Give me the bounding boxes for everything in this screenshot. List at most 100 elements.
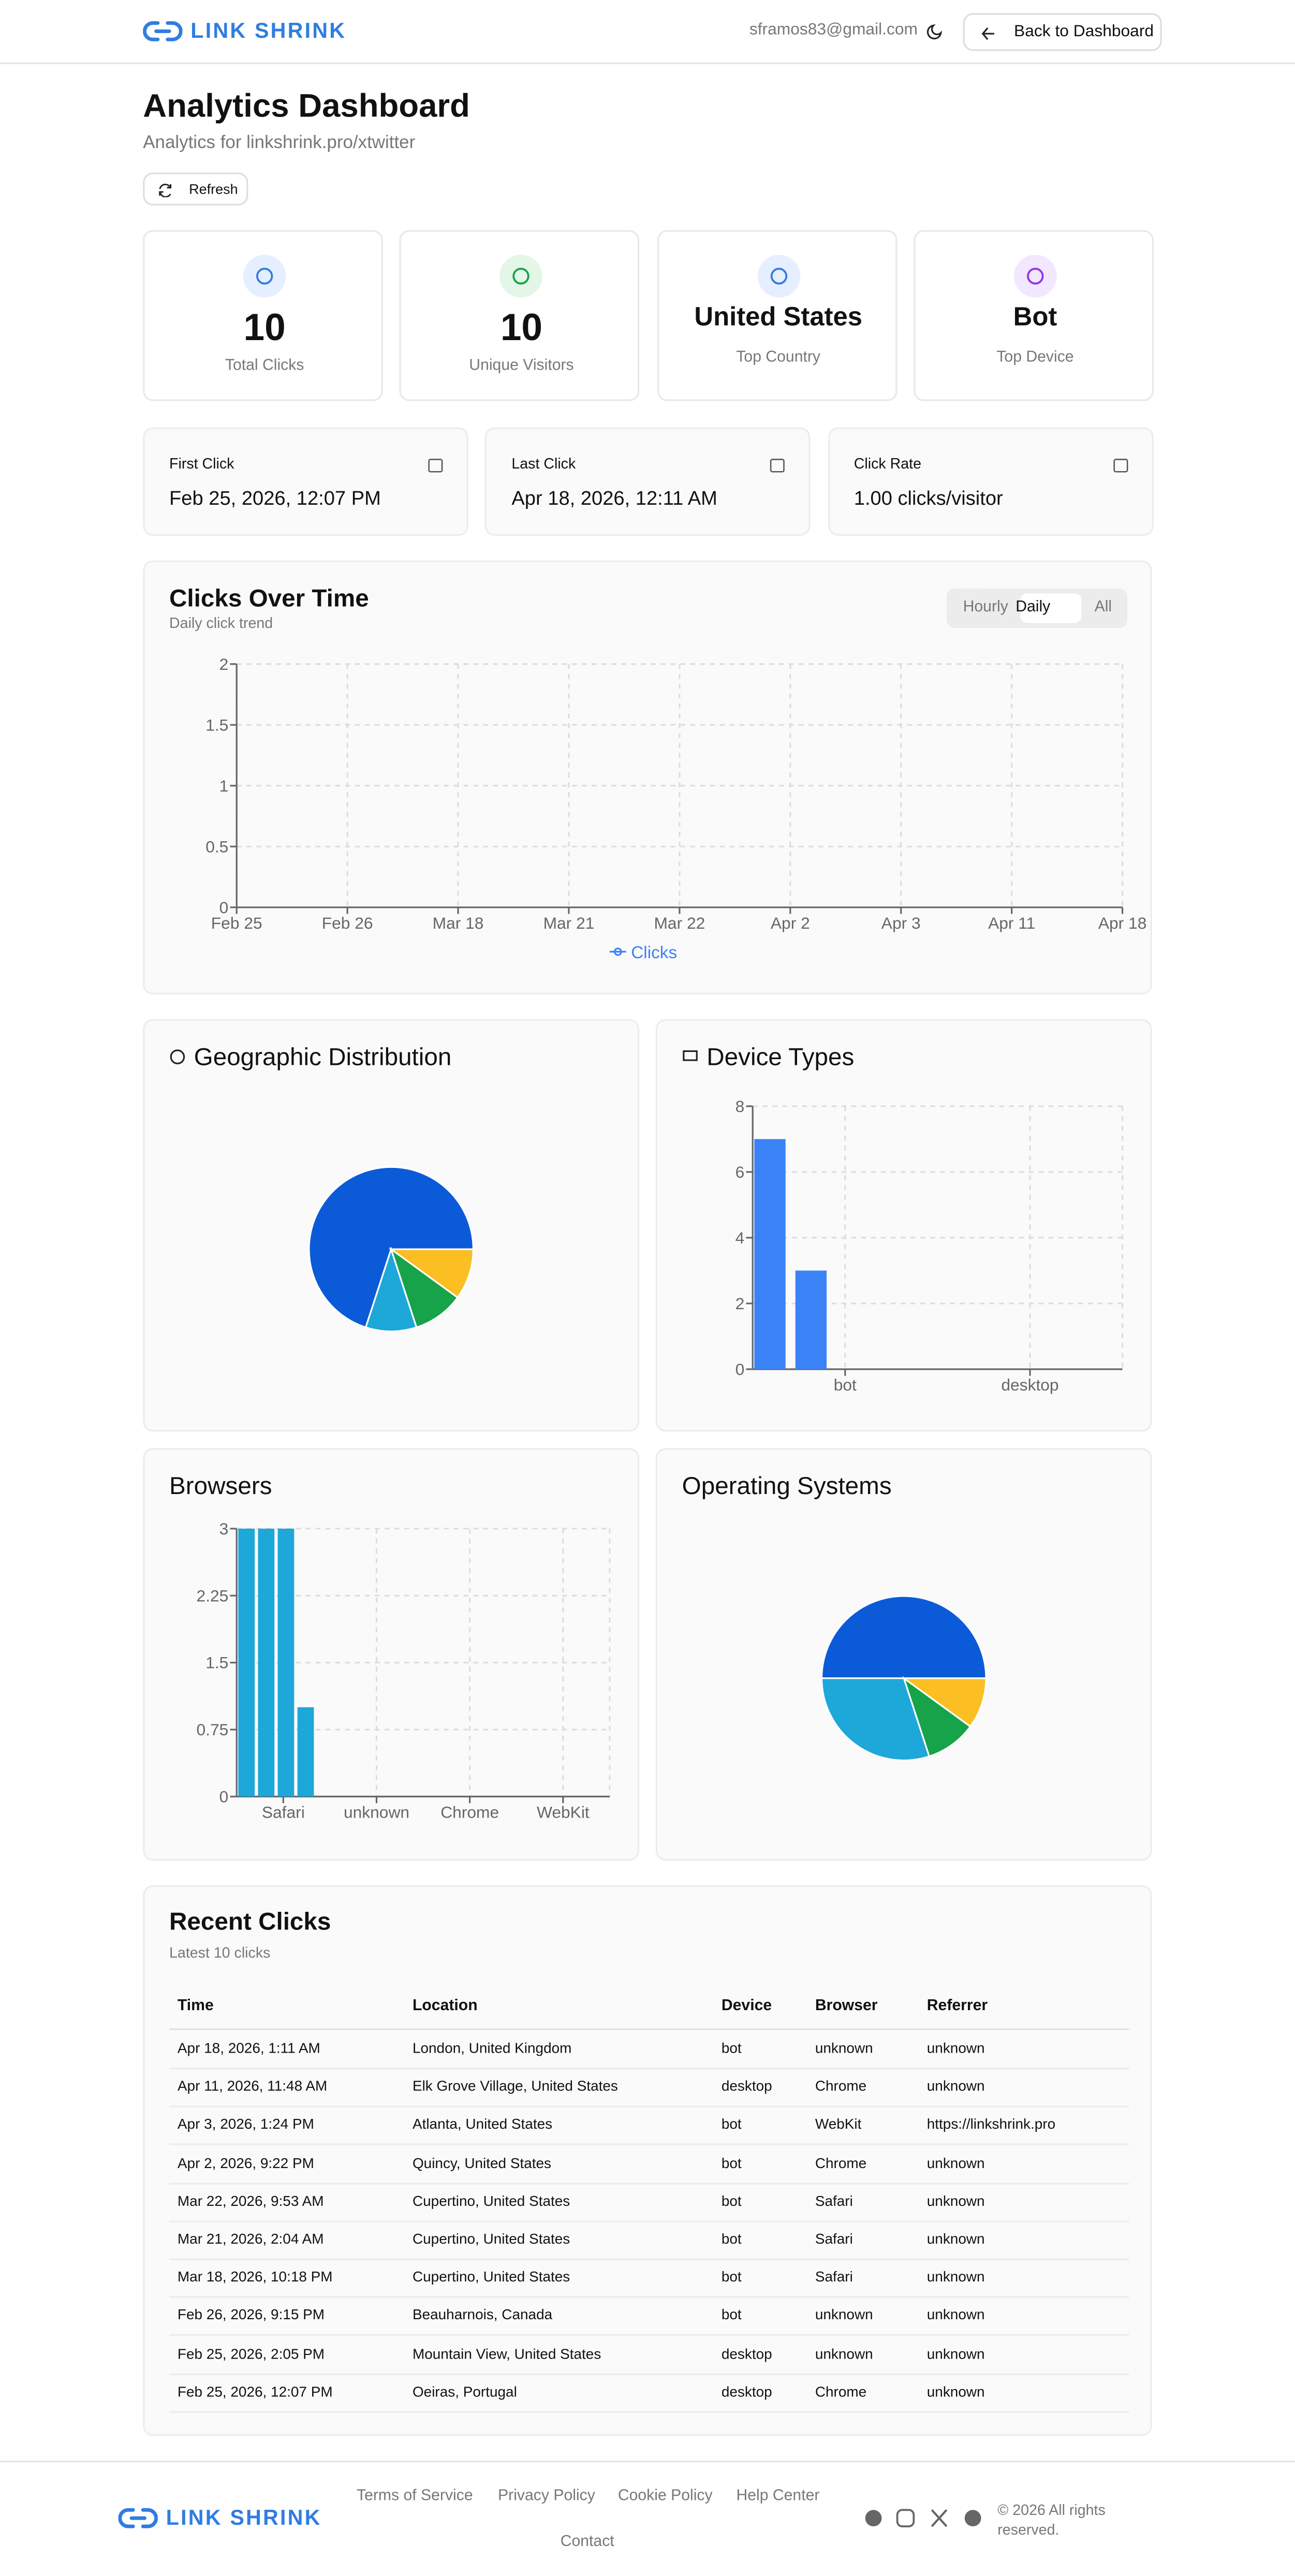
instagram-icon[interactable] [896,2509,915,2528]
chart-card: Browsers 0 0.75 1.5 2.25 3 Safari unknown Chrome… [143,1448,640,1861]
stat-label: Top Device [996,348,1074,367]
footer-brand[interactable]: LINK SHRINK [166,2505,322,2530]
table-cell: unknown [815,2040,873,2057]
table-card: Recent Clicks Latest 10 clicks Time Locat… [143,1885,1152,2436]
table-cell: desktop [721,2345,772,2362]
social-icons [865,2509,981,2528]
footer-link[interactable]: Help Center [736,2486,820,2505]
table-cell: Safari [815,2192,853,2209]
pie-slice [389,1247,459,1329]
icon-bg [500,255,543,298]
x-tick-label: Feb 25 [211,914,262,932]
row-divider [169,2296,1129,2299]
x-tick-label: Mar 22 [654,914,705,932]
stat-value: 10 [243,305,286,349]
info-card: First Click Feb 25, 2026, 12:07 PM [143,427,468,536]
brand[interactable]: LINK SHRINK [190,18,347,43]
stat-label: Unique Visitors [469,356,574,375]
toggle-option[interactable]: All [1094,598,1112,617]
stat-label: Top Country [736,348,821,367]
table-cell: Mountain View, United States [412,2345,601,2362]
user-email: sframos83@gmail.com [749,21,918,40]
info-icon [770,459,785,473]
table-cell: unknown [926,2192,985,2209]
theme-toggle[interactable] [926,23,944,40]
table-cell: unknown [926,2040,985,2057]
chart: 0 0.5 1 1.5 2 Feb 25 Feb 26 Mar 18 Mar 21 Mar 22 A… [205,655,1147,962]
table-header: Browser [815,1997,878,2015]
toggle-option[interactable]: Hourly [963,598,1008,617]
bar [238,1528,255,1797]
header-border [0,62,1295,64]
globe-icon [170,1049,185,1064]
footer-logo-icon [118,2508,158,2528]
stat-value: 10 [500,305,543,349]
table-header: Time [177,1997,214,2015]
refresh-icon [159,183,172,198]
copyright: © 2026 All rights reserved. [997,2501,1106,2538]
pie-slice [820,1595,987,1679]
y-tick-label: 2.25 [197,1586,229,1605]
back-button[interactable]: Back to Dashboard [963,13,1162,51]
table-cell: desktop [721,2383,772,2400]
y-tick-label: 3 [219,1519,229,1538]
table-cell: unknown [926,2306,985,2323]
table-cell: bot [721,2040,742,2057]
footer-link[interactable]: Contact [560,2533,614,2551]
table-cell: Cupertino, United States [412,2192,570,2209]
row-divider [169,2258,1129,2260]
info-label: First Click [169,455,234,472]
table-cell: unknown [926,2383,985,2400]
x-tick-label: Safari [262,1803,305,1822]
legend-label: Clicks [631,943,677,962]
x-tick-label: WebKit [537,1803,590,1822]
y-tick-label: 0.5 [205,837,228,856]
footer-link[interactable]: Terms of Service [356,2486,473,2505]
refresh-button[interactable]: Refresh [143,172,248,206]
table-cell: Feb 26, 2026, 9:15 PM [177,2306,325,2323]
row-divider [169,2144,1129,2146]
chart-subtitle: Daily click trend [169,614,273,632]
x-icon[interactable] [931,2509,948,2527]
arrow-icon [981,27,994,40]
page-subtitle: Analytics for linkshrink.pro/xtwitter [143,133,416,153]
table-cell: unknown [926,2268,985,2285]
table-cell: Atlanta, United States [412,2116,553,2133]
x-tick-label: bot [834,1375,857,1394]
stat-label: Total Clicks [225,356,304,375]
table-cell: WebKit [815,2116,862,2133]
pinterest-icon[interactable] [964,2510,981,2527]
table-cell: unknown [815,2345,873,2362]
icon-bg [757,255,800,298]
table-cell: Chrome [815,2154,867,2171]
row-divider [169,2068,1129,2070]
table-cell: Elk Grove Village, United States [412,2077,618,2095]
footer-link[interactable]: Privacy Policy [498,2486,595,2505]
icon-glyph [1026,268,1044,285]
table-cell: unknown [815,2306,873,2323]
table-cell: bot [721,2192,742,2209]
table-cell: Apr 2, 2026, 9:22 PM [177,2154,314,2171]
stat-card: Bot Top Device [914,230,1154,401]
stat-card: 10 Unique Visitors [400,230,640,401]
x-tick-label: Mar 18 [433,914,484,932]
bar [754,1139,786,1369]
footer-border [0,2461,1295,2463]
chart [820,1595,987,1762]
pie-slice [388,1248,475,1299]
y-tick-label: 1.5 [205,1653,228,1672]
chart-title: Geographic Distribution [194,1044,452,1072]
pie-slice [902,1676,972,1758]
row-divider [169,2411,1129,2413]
table-subtitle: Latest 10 clicks [169,1944,271,1961]
stat-icon [243,255,286,298]
info-value: Apr 18, 2026, 12:11 AM [511,486,717,510]
toggle-option[interactable]: Daily [1016,598,1051,617]
table-cell: Feb 25, 2026, 2:05 PM [177,2345,325,2362]
icon-glyph [256,268,273,285]
facebook-icon[interactable] [865,2510,882,2527]
x-tick-label: Apr 18 [1098,914,1147,932]
back-label: Back to Dashboard [1014,23,1154,41]
footer-link[interactable]: Cookie Policy [617,2486,713,2505]
